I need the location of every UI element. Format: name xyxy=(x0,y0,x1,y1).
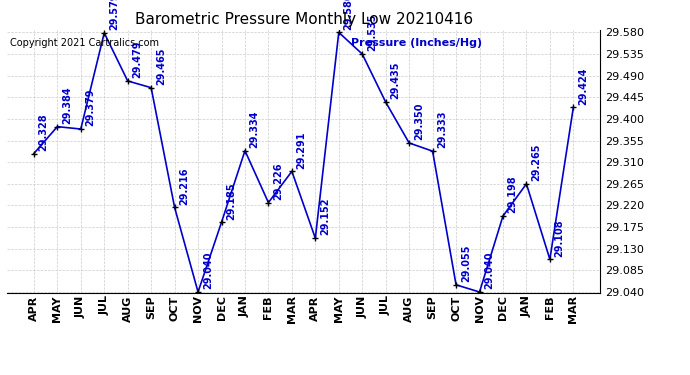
Text: 29.265: 29.265 xyxy=(531,144,541,181)
Text: 29.350: 29.350 xyxy=(414,103,424,140)
Text: 29.040: 29.040 xyxy=(484,252,494,289)
Text: 29.055: 29.055 xyxy=(461,244,471,282)
Text: 29.535: 29.535 xyxy=(367,14,377,51)
Text: 29.435: 29.435 xyxy=(391,62,400,99)
Text: 29.328: 29.328 xyxy=(39,113,48,151)
Text: 29.152: 29.152 xyxy=(320,198,330,236)
Text: Copyright 2021 Cartralics.com: Copyright 2021 Cartralics.com xyxy=(10,38,159,48)
Text: 29.579: 29.579 xyxy=(109,0,119,30)
Title: Barometric Pressure Monthly Low 20210416: Barometric Pressure Monthly Low 20210416 xyxy=(135,12,473,27)
Text: 29.333: 29.333 xyxy=(437,111,447,148)
Text: 29.580: 29.580 xyxy=(344,0,353,30)
Text: 29.040: 29.040 xyxy=(203,252,213,289)
Text: 29.334: 29.334 xyxy=(250,110,259,148)
Text: 29.198: 29.198 xyxy=(508,176,518,213)
Text: 29.185: 29.185 xyxy=(226,182,236,219)
Text: 29.465: 29.465 xyxy=(156,47,166,85)
Text: 29.384: 29.384 xyxy=(62,86,72,124)
Text: 29.379: 29.379 xyxy=(86,89,95,126)
Text: 29.226: 29.226 xyxy=(273,162,283,200)
Text: 29.424: 29.424 xyxy=(578,67,588,105)
Text: 29.479: 29.479 xyxy=(132,40,142,78)
Text: 29.291: 29.291 xyxy=(297,131,306,169)
Text: 29.216: 29.216 xyxy=(179,167,189,205)
Text: 29.108: 29.108 xyxy=(555,219,564,257)
Text: Pressure (Inches/Hg): Pressure (Inches/Hg) xyxy=(351,38,482,48)
